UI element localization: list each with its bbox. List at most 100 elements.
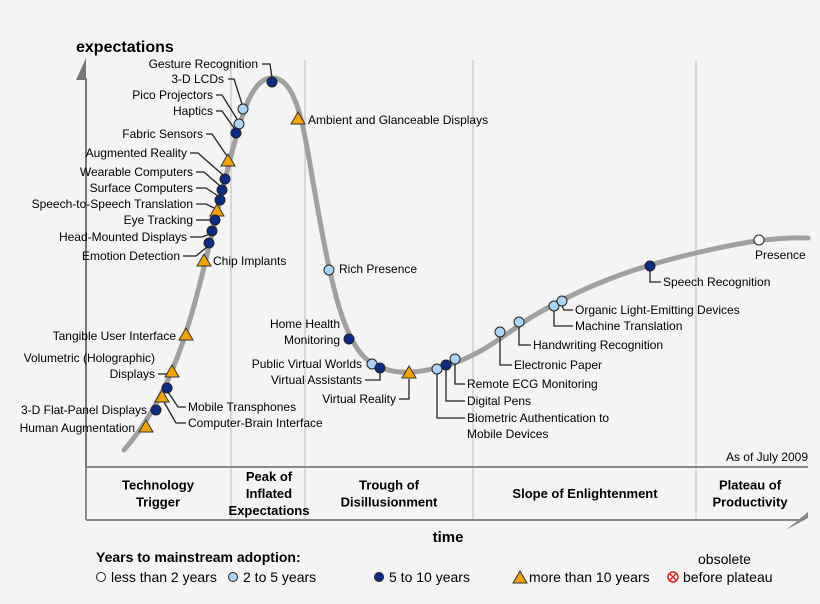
circle-marker-icon bbox=[266, 76, 278, 88]
triangle-marker-icon bbox=[154, 389, 170, 403]
phase-label: Technology bbox=[122, 478, 195, 493]
as-of-date: As of July 2009 bbox=[726, 450, 808, 464]
leader-line bbox=[163, 401, 186, 424]
circle-marker-icon bbox=[449, 353, 461, 365]
technology-label: Eye Tracking bbox=[124, 213, 193, 227]
circle-marker-icon bbox=[494, 326, 506, 338]
circle-marker-icon bbox=[206, 225, 218, 237]
phase-label: Plateau of bbox=[719, 478, 782, 493]
technology-label: Biometric Authentication to bbox=[467, 411, 609, 425]
leader-line bbox=[196, 187, 219, 197]
legend-label: before plateau bbox=[683, 569, 773, 585]
triangle-marker-icon bbox=[138, 419, 154, 433]
technology-label: Electronic Paper bbox=[514, 358, 602, 372]
technology-label: Volumetric (Holographic) bbox=[24, 351, 155, 365]
legend-label: more than 10 years bbox=[529, 569, 650, 585]
technology-label: Wearable Computers bbox=[80, 165, 193, 179]
legend-label: 5 to 10 years bbox=[389, 569, 470, 585]
leader-line bbox=[190, 233, 211, 238]
leader-line bbox=[499, 337, 512, 366]
leader-line bbox=[228, 78, 243, 105]
circle-marker-icon bbox=[150, 404, 162, 416]
circle-marker-icon bbox=[228, 572, 238, 582]
y-axis-label: expectations bbox=[76, 39, 174, 56]
circle-marker-icon bbox=[233, 118, 245, 130]
leader-line bbox=[206, 133, 228, 157]
phase-label: Slope of Enlightenment bbox=[512, 486, 658, 501]
technology-label: Displays bbox=[110, 367, 155, 381]
circle-marker-icon bbox=[237, 103, 249, 115]
phase-label: Productivity bbox=[712, 495, 788, 510]
technology-label: Virtual Assistants bbox=[271, 373, 362, 387]
circle-marker-icon bbox=[323, 264, 335, 276]
circle-marker-icon bbox=[431, 363, 443, 375]
leader-line bbox=[262, 63, 273, 79]
triangle-marker-icon bbox=[512, 570, 528, 584]
circle-marker-icon bbox=[230, 127, 242, 139]
technology-label: Handwriting Recognition bbox=[533, 338, 663, 352]
triangle-marker-icon bbox=[164, 364, 180, 378]
triangle-marker-icon bbox=[220, 153, 236, 167]
technology-label: Home Health bbox=[270, 317, 340, 331]
leader-line bbox=[649, 271, 661, 283]
triangle-marker-icon bbox=[401, 365, 417, 379]
phase-band bbox=[85, 466, 808, 530]
triangle-marker-icon bbox=[178, 327, 194, 341]
technology-label: Organic Light-Emitting Devices bbox=[575, 303, 740, 317]
circle-marker-icon bbox=[374, 572, 384, 582]
leader-line bbox=[183, 246, 208, 257]
leader-line bbox=[436, 374, 465, 419]
technology-label: Augmented Reality bbox=[86, 146, 187, 160]
triangle-marker-icon bbox=[196, 253, 212, 267]
legend-label-top: obsolete bbox=[698, 551, 751, 567]
technology-label: Chip Implants bbox=[213, 254, 286, 268]
circle-marker-icon bbox=[548, 300, 560, 312]
leader-line bbox=[190, 152, 224, 176]
technology-label: Machine Translation bbox=[575, 319, 682, 333]
circle-marker-icon bbox=[556, 295, 568, 307]
technology-label: 3-D LCDs bbox=[171, 72, 224, 86]
technology-label: Public Virtual Worlds bbox=[252, 357, 362, 371]
technology-label: Mobile Devices bbox=[467, 427, 548, 441]
circle-marker-icon bbox=[440, 359, 452, 371]
legend-label: less than 2 years bbox=[111, 569, 217, 585]
x-axis-arrow-icon bbox=[786, 512, 808, 530]
technology-label: Speech-to-Speech Translation bbox=[32, 197, 193, 211]
phase-label: Trough of bbox=[359, 478, 420, 493]
leader-line bbox=[216, 110, 235, 129]
y-axis bbox=[76, 58, 87, 468]
circle-marker-icon bbox=[644, 260, 656, 272]
hype-curve bbox=[121, 75, 811, 453]
leader-line bbox=[445, 370, 465, 402]
x-axis-label: time bbox=[433, 529, 464, 546]
phase-label: Trigger bbox=[136, 495, 180, 510]
technology-label: Pico Projectors bbox=[132, 88, 213, 102]
leader-line bbox=[216, 94, 238, 120]
leader-line bbox=[167, 391, 186, 408]
technology-label: Speech Recognition bbox=[663, 275, 770, 289]
technology-label: Virtual Reality bbox=[322, 392, 396, 406]
obsolete-cross-icon bbox=[669, 573, 677, 581]
legend: Years to mainstream adoption: less than … bbox=[96, 549, 773, 585]
technology-label: Ambient and Glanceable Displays bbox=[308, 113, 488, 127]
circle-marker-icon bbox=[216, 184, 228, 196]
leader-line bbox=[365, 373, 381, 381]
phase-labels: Technology Trigger Peak of Inflated Expectat… bbox=[122, 469, 788, 518]
circle-marker-icon bbox=[209, 214, 221, 226]
phase-label: Disillusionment bbox=[341, 495, 438, 510]
circle-marker-icon bbox=[214, 194, 226, 206]
technology-label: Human Augmentation bbox=[20, 421, 135, 435]
leader-line bbox=[561, 305, 573, 311]
circle-marker-icon bbox=[374, 362, 386, 374]
technology-label: Presence bbox=[755, 248, 806, 262]
technology-label: Fabric Sensors bbox=[122, 127, 203, 141]
technology-label: Surface Computers bbox=[90, 181, 193, 195]
technology-label: Head-Mounted Displays bbox=[59, 230, 187, 244]
leader-line bbox=[553, 311, 573, 327]
legend-label: 2 to 5 years bbox=[243, 569, 316, 585]
technology-label: Remote ECG Monitoring bbox=[467, 377, 598, 391]
phase-label: Expectations bbox=[229, 503, 310, 518]
